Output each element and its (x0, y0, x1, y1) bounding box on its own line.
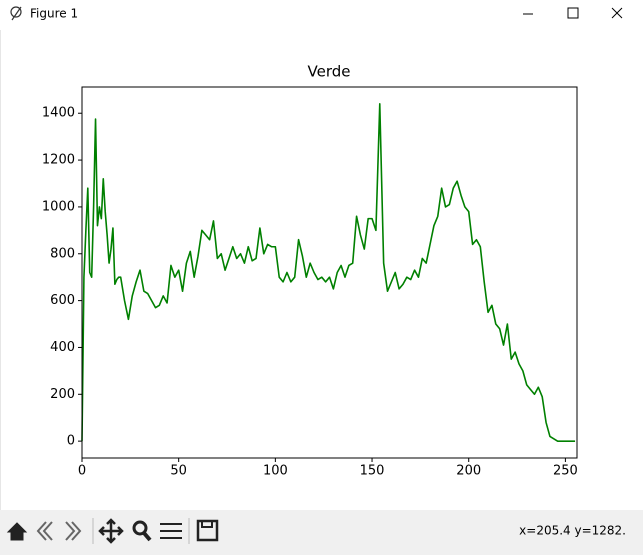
close-button[interactable] (611, 7, 623, 19)
pan-button[interactable] (98, 518, 124, 544)
back-button[interactable] (36, 521, 53, 541)
configure-button[interactable] (160, 523, 182, 539)
data-line (81, 103, 576, 442)
maximize-button[interactable] (567, 7, 579, 19)
home-button[interactable] (6, 522, 28, 541)
y-tick-label: 600 (50, 293, 75, 308)
y-tick-label: 1000 (42, 199, 75, 214)
y-tick-label: 1400 (42, 106, 75, 121)
save-button[interactable] (196, 519, 219, 542)
app-icon (10, 6, 22, 21)
chart-title: Verde (308, 63, 351, 81)
x-tick-label: 150 (360, 464, 385, 479)
axes-frame (81, 86, 578, 459)
x-tick-label: 200 (456, 464, 481, 479)
zoom-button[interactable] (132, 520, 152, 542)
x-tick-label: 100 (263, 464, 288, 479)
title-bar (0, 0, 643, 30)
y-tick-label: 200 (50, 387, 75, 402)
x-tick-label: 50 (170, 464, 187, 479)
y-tick-label: 0 (67, 434, 75, 449)
window-title: Figure 1 (30, 7, 78, 21)
x-tick-label: 0 (78, 464, 86, 479)
forward-button[interactable] (65, 521, 82, 541)
y-tick-label: 1200 (42, 153, 75, 168)
y-tick-label: 800 (50, 246, 75, 261)
y-tick-label: 400 (50, 340, 75, 355)
status-text: x=205.4 y=1282. (519, 524, 626, 538)
toolbar (0, 510, 643, 555)
x-tick-label: 250 (553, 464, 578, 479)
